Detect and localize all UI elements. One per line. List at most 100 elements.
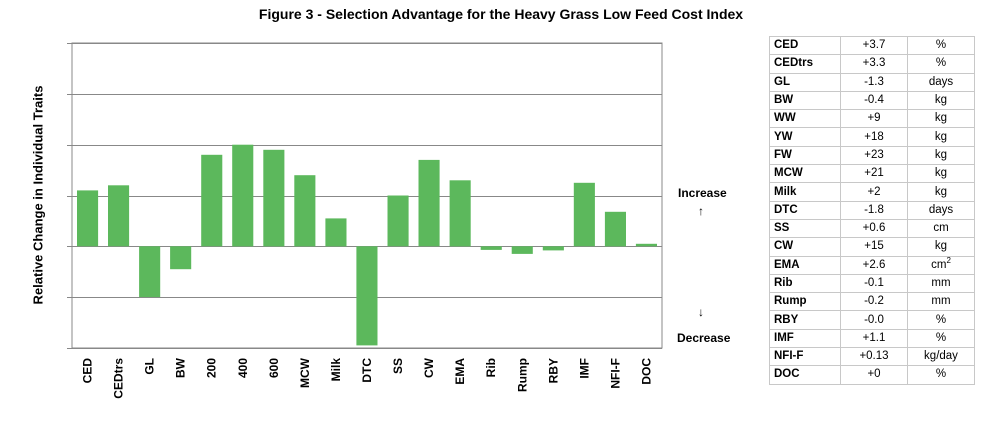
table-row: GL -1.3 days — [769, 72, 975, 92]
table-row: Rib -0.1 mm — [769, 273, 975, 294]
table-row: Rump -0.2 mm — [769, 292, 975, 312]
trait-name-cell: GL — [769, 72, 841, 92]
unit-text: mm — [931, 277, 951, 289]
x-tick-label: EMA — [453, 358, 467, 385]
table-row: IMF +1.1% — [769, 328, 975, 349]
trait-name-cell: Rump — [769, 292, 841, 312]
chart-title: Figure 3 - Selection Advantage for the H… — [258, 6, 744, 22]
bar-rump — [511, 246, 533, 254]
trait-unit-cell: kg/day — [907, 347, 975, 367]
bar-400 — [232, 144, 254, 247]
trait-name-cell: WW — [769, 109, 841, 129]
bar-600 — [263, 149, 285, 247]
bar-milk — [325, 218, 347, 247]
table-row: NFI-F +0.13 kg/day — [769, 347, 975, 367]
trait-name-cell: NFI-F — [769, 347, 841, 367]
y-axis-label: Relative Change in Individual Traits — [30, 85, 46, 305]
x-tick-label: 400 — [236, 358, 250, 378]
x-tick-label: 600 — [267, 358, 281, 378]
trait-unit-cell: % — [907, 365, 975, 385]
trait-value-cell: -0.0 — [840, 310, 908, 330]
bar-cw — [418, 159, 440, 247]
x-tick-label: DTC — [360, 358, 374, 383]
trait-name-cell: DTC — [769, 200, 841, 220]
trait-unit-cell: % — [907, 310, 975, 330]
trait-unit-cell: kg — [907, 90, 975, 111]
trait-name-cell: MCW — [769, 164, 841, 184]
x-tick-label: Rump — [515, 358, 529, 392]
x-tick-label: 200 — [205, 358, 219, 378]
unit-text: mm — [931, 295, 951, 308]
bar-doc — [635, 243, 657, 247]
trait-unit-cell: kg — [907, 109, 975, 129]
x-tick-label: MCW — [298, 357, 312, 388]
x-tick-label: CED — [81, 358, 95, 384]
unit-text: % — [935, 368, 947, 381]
trait-unit-cell: kg — [907, 237, 975, 257]
trait-value-cell: +0 — [840, 365, 908, 385]
trait-unit-cell: cm2 — [907, 255, 975, 275]
arrow-down-icon: ↓ — [698, 305, 704, 319]
table-row: BW -0.4 kg — [769, 90, 975, 111]
trait-value-cell: +3.7 — [840, 35, 908, 56]
unit-text: % — [935, 57, 947, 70]
trait-name-cell: Rib — [769, 273, 841, 294]
trait-unit-cell: days — [907, 72, 975, 92]
trait-unit-cell: kg — [907, 145, 975, 166]
trait-unit-cell: kg — [907, 182, 975, 202]
unit-text: cm — [933, 222, 949, 235]
trait-value-cell: +23 — [840, 145, 908, 166]
trait-value-cell: +9 — [840, 109, 908, 129]
decrease-label: Decrease — [677, 331, 731, 345]
bar-mcw — [294, 175, 316, 247]
trait-unit-cell: % — [907, 328, 975, 349]
table-row: RBY -0.0% — [769, 310, 975, 330]
table-row: Milk +2 kg — [769, 182, 975, 202]
bar-gl — [139, 246, 161, 298]
trait-name-cell: YW — [769, 127, 841, 147]
trait-value-cell: -0.4 — [840, 90, 908, 111]
x-tick-label: SS — [391, 358, 405, 374]
trait-value-cell: -1.8 — [840, 200, 908, 220]
trait-value-cell: +1.1 — [840, 328, 908, 349]
unit-text: days — [928, 203, 954, 216]
x-tick-label: Rib — [484, 358, 498, 377]
trait-value-cell: +21 — [840, 164, 908, 184]
bar-rib — [480, 246, 502, 250]
bar-nfi-f — [604, 211, 626, 247]
unit-text: kg — [934, 167, 948, 180]
trait-name-cell: CED — [769, 35, 841, 56]
trait-name-cell: DOC — [769, 365, 841, 385]
bar-ema — [449, 180, 471, 247]
trait-name-cell: SS — [769, 218, 841, 239]
unit-text: kg — [934, 240, 948, 253]
x-tick-label: GL — [143, 358, 157, 375]
x-tick-label: CEDtrs — [112, 358, 126, 399]
table-row: DTC -1.8 days — [769, 200, 975, 220]
unit-text: kg — [934, 94, 948, 107]
unit-text: cm — [931, 258, 947, 271]
trait-name-cell: FW — [769, 145, 841, 166]
bar-ss — [387, 195, 409, 247]
trait-value-cell: +2.6 — [840, 255, 908, 275]
table-row: EMA +2.6 cm2 — [769, 255, 975, 275]
bars — [77, 144, 657, 346]
trait-name-cell: RBY — [769, 310, 841, 330]
arrow-up-icon: ↑ — [698, 204, 704, 218]
x-tick-label: IMF — [577, 358, 591, 379]
unit-superscript: 2 — [946, 255, 951, 265]
unit-text: kg — [934, 130, 948, 143]
table-row: CED +3.7% — [769, 35, 975, 56]
trait-unit-cell: mm — [907, 273, 975, 294]
trait-name-cell: Milk — [769, 182, 841, 202]
bar-cedtrs — [108, 185, 130, 247]
bar-dtc — [356, 246, 378, 346]
trait-value-cell: -0.2 — [840, 292, 908, 312]
unit-text: % — [935, 39, 947, 52]
bar-imf — [573, 182, 595, 247]
table-row: CEDtrs +3.3% — [769, 54, 975, 74]
unit-text: kg — [934, 112, 948, 125]
unit-text: kg — [934, 148, 948, 161]
x-tick-label: BW — [174, 357, 188, 378]
trait-value-cell: +0.6 — [840, 218, 908, 239]
